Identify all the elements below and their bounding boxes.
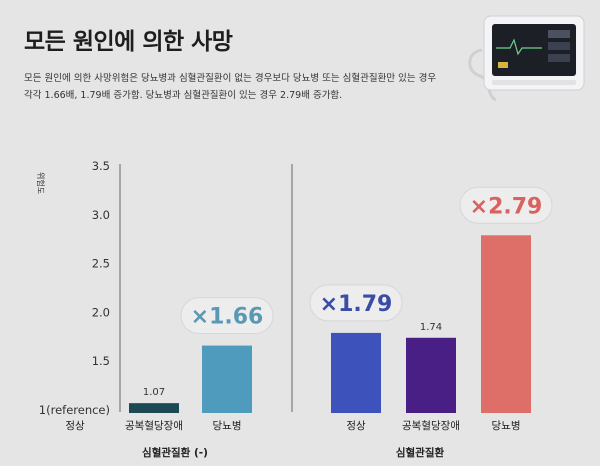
- bar: [481, 235, 531, 413]
- category-label: 당뇨병: [492, 420, 521, 432]
- badge: [459, 186, 553, 224]
- bar: [406, 337, 456, 413]
- data-label: 1.07: [143, 387, 165, 398]
- y-tick-label: 2.0: [92, 305, 110, 319]
- category-label: 공복혈당장애: [125, 419, 183, 432]
- description: 모든 원인에 의한 사망위험은 당뇨병과 심혈관질환이 없는 경우보다 당뇨병 …: [24, 70, 454, 104]
- category-label: 공복혈당장애: [402, 419, 460, 432]
- bar: [202, 345, 252, 413]
- bar: [331, 332, 381, 413]
- y-tick-label: 3.5: [92, 159, 110, 173]
- description-line-1: 모든 원인에 의한 사망위험은 당뇨병과 심혈관질환이 없는 경우보다 당뇨병 …: [24, 73, 437, 84]
- y-tick-label: 2.5: [92, 257, 110, 271]
- y-tick-label: 3.0: [92, 208, 110, 222]
- y-axis-label: 위험도: [36, 172, 45, 194]
- group-label: 심혈관질환 (-): [142, 446, 208, 459]
- page-title: 모든 원인에 의한 사망: [24, 29, 233, 55]
- badge-label: ×1.66: [191, 305, 264, 330]
- badge: [180, 297, 274, 335]
- category-label: 정상: [65, 420, 85, 432]
- y-tick-label: 1.5: [92, 354, 110, 368]
- category-label: 정상: [346, 420, 366, 432]
- y-tick-label: 1(reference): [39, 403, 110, 417]
- badge-label: ×1.79: [320, 292, 393, 317]
- badge-label: ×2.79: [470, 194, 543, 219]
- bar: [129, 403, 179, 413]
- description-line-2: 각각 1.66배, 1.79배 증가함. 당뇨병과 심혈관질환이 있는 경우 2…: [24, 90, 343, 101]
- data-label: 1.74: [420, 322, 442, 333]
- group-label: 심혈관질환: [396, 446, 445, 459]
- category-label: 당뇨병: [213, 420, 242, 432]
- badge: [309, 284, 403, 322]
- medical-monitor-device-icon: [468, 15, 585, 102]
